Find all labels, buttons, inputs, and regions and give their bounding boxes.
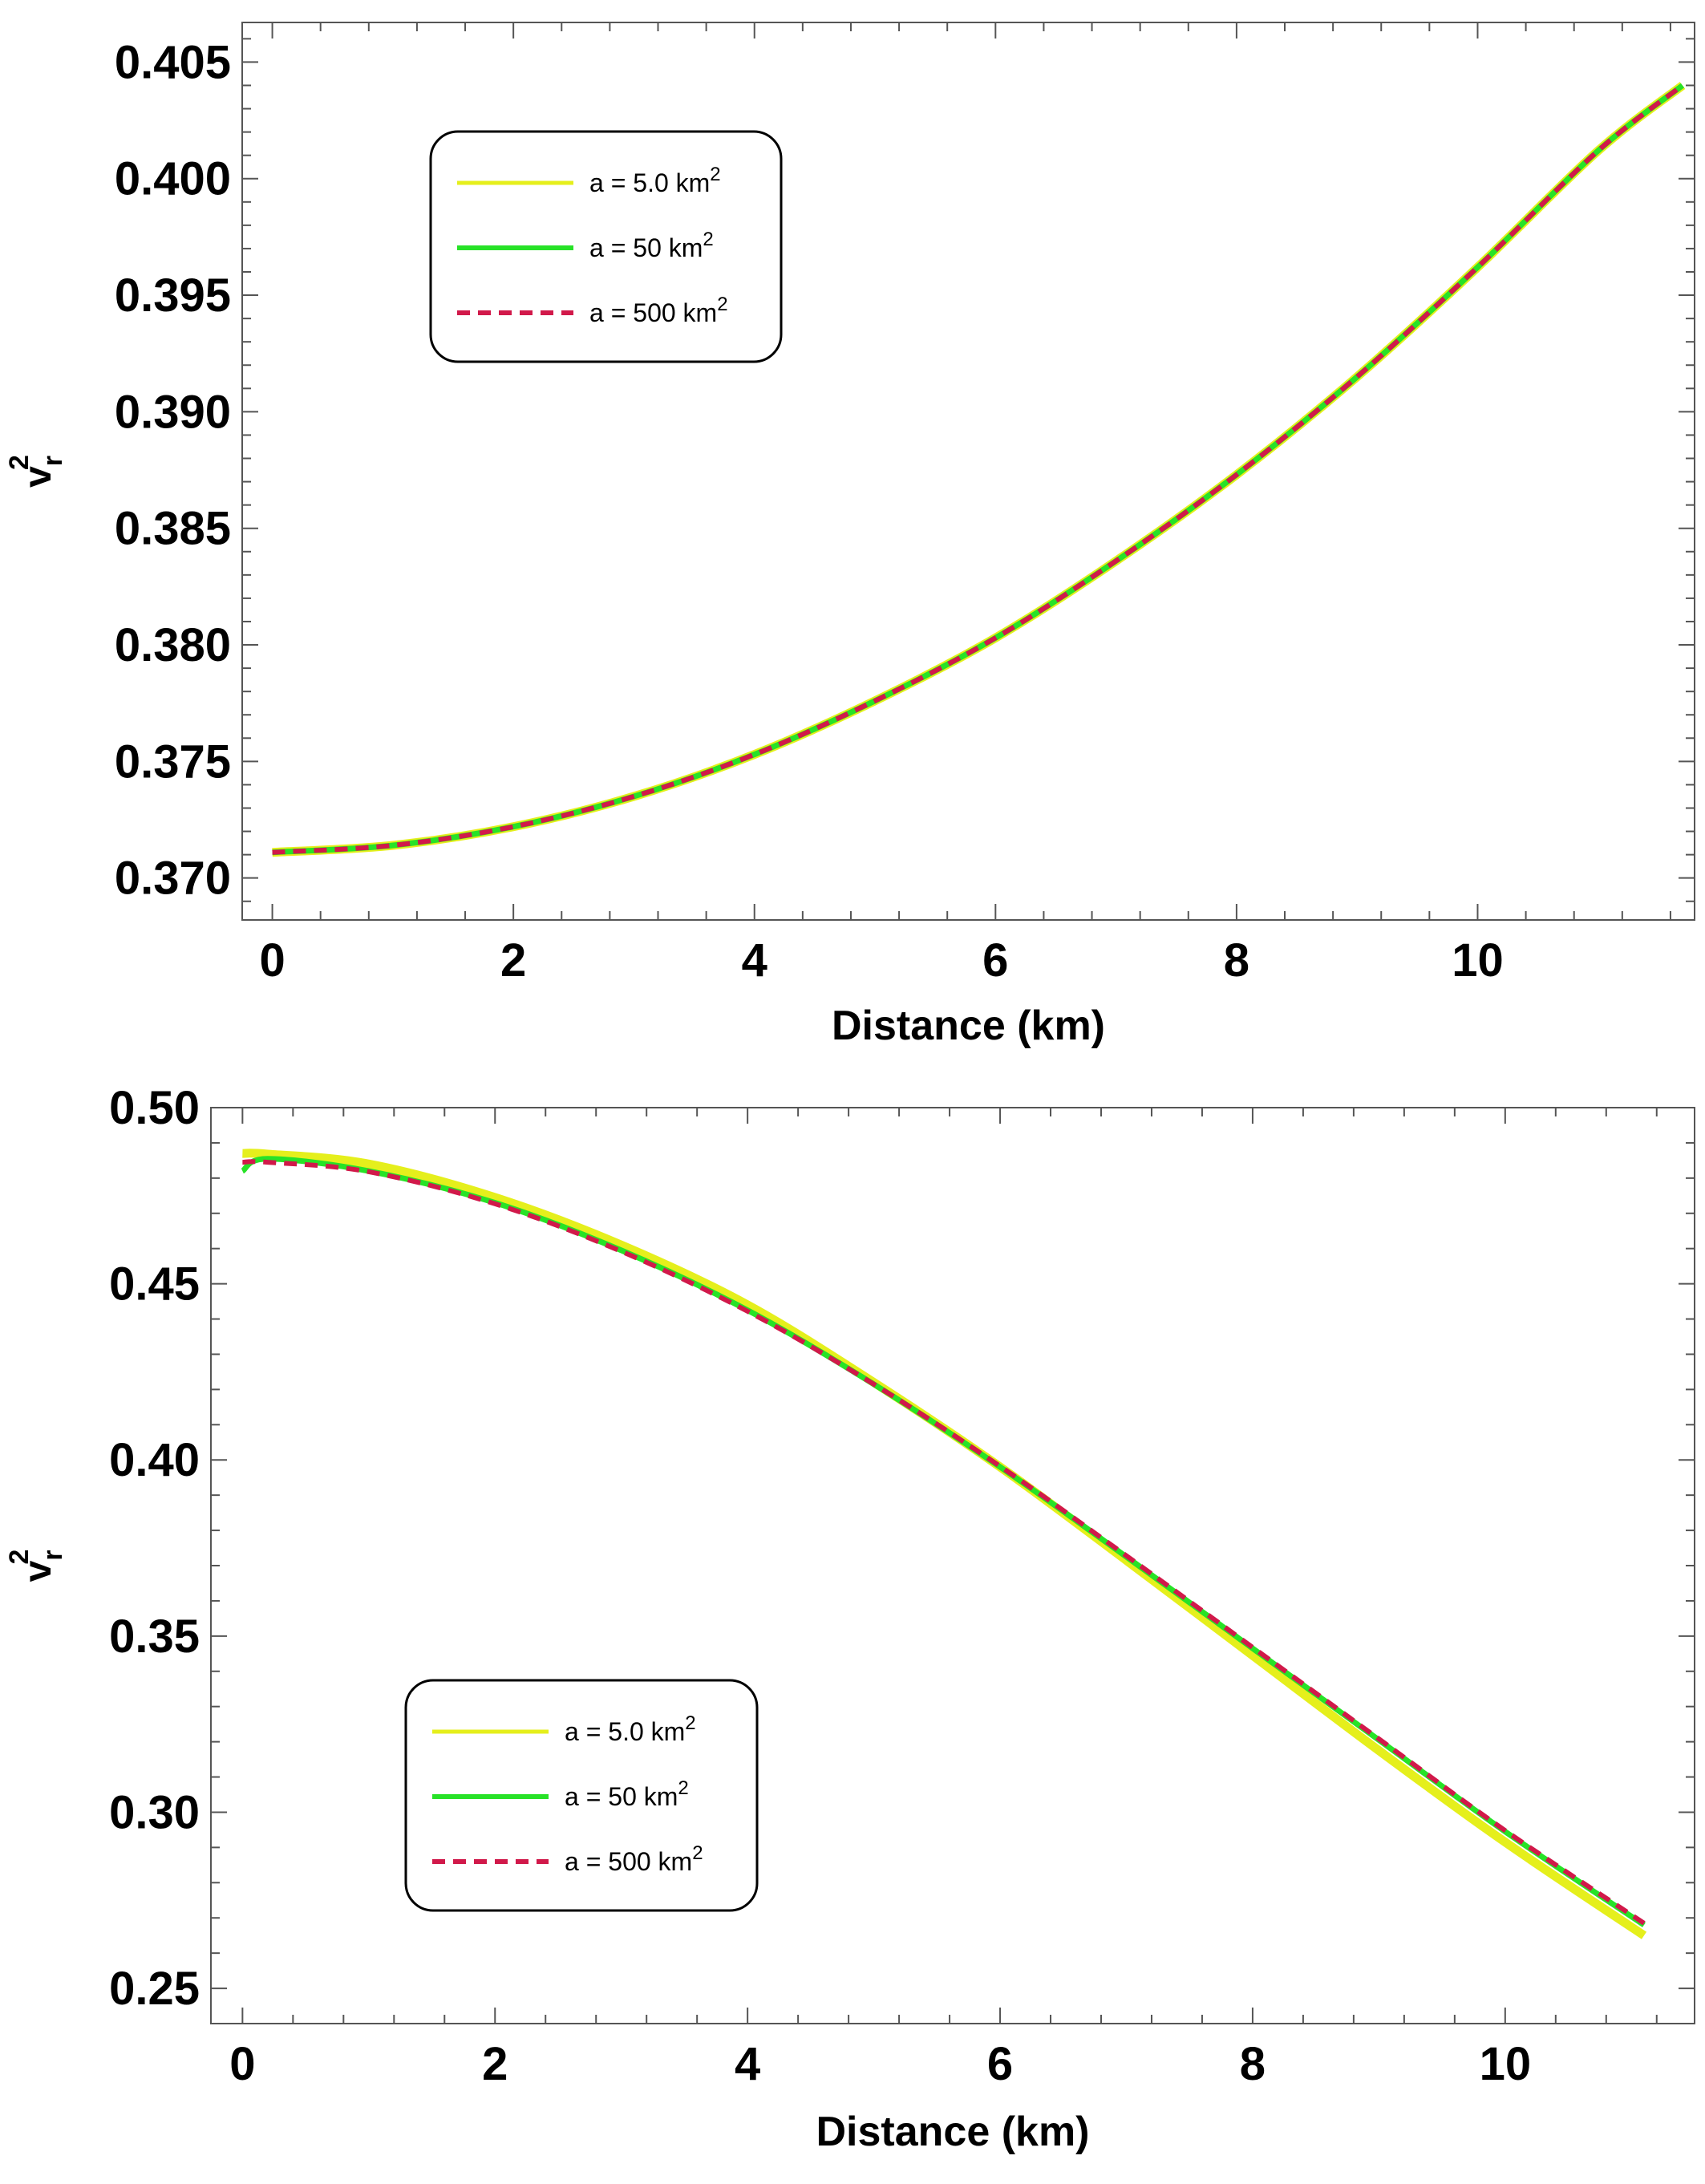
x-tick-label: 0 [229,2038,255,2090]
y-tick-label: 0.50 [109,1082,200,1134]
y-axis-title-subscript: r [38,456,68,466]
y-tick-label: 0.395 [115,269,231,322]
x-tick-label: 6 [987,2038,1013,2090]
legend-box [404,1679,759,1912]
legend-label-3: a = 500 km2 [589,294,728,327]
y-tick-label: 0.375 [115,735,231,788]
legend-label-2: a = 50 km2 [565,1777,689,1811]
legend-label-text: a = 50 km [589,233,703,262]
legend-label-text: a = 50 km [565,1782,678,1811]
y-axis-title: vr2 [4,455,68,488]
legend-label-text: a = 5.0 km [589,168,710,197]
x-tick-label: 0 [259,934,285,987]
y-tick-label: 0.405 [115,36,231,88]
y-tick-label: 0.25 [109,1963,200,2015]
x-axis-title: Distance (km) [832,1003,1105,1049]
x-tick-label: 8 [1224,934,1249,987]
y-axis-title: vr2 [4,1550,68,1582]
y-tick-label: 0.45 [109,1258,200,1311]
legend-label-superscript: 2 [703,229,713,250]
legend-label-text: a = 5.0 km [565,1717,685,1746]
legend-label-superscript: 2 [678,1777,688,1799]
x-tick-label: 8 [1240,2038,1266,2090]
legend-label-text: a = 500 km [565,1847,692,1876]
x-axis-title: Distance (km) [816,2109,1090,2155]
legend-label-superscript: 2 [692,1842,703,1864]
y-tick-label: 0.400 [115,153,231,205]
y-axis-title-superscript: 2 [4,455,34,470]
x-tick-label: 4 [735,2038,760,2090]
legend-label-text: a = 500 km [589,298,717,327]
y-tick-label: 0.370 [115,853,231,905]
y-axis-title-subscript: r [38,1550,68,1560]
x-tick-label: 10 [1452,934,1504,987]
x-tick-label: 6 [982,934,1008,987]
y-axis-title-superscript: 2 [4,1550,34,1565]
x-tick-label: 4 [742,934,767,987]
series-line-2 [241,1156,1646,1927]
plot-frame [241,22,1695,921]
x-tick-label: 10 [1480,2038,1532,2090]
y-axis-title-base: v [17,1560,59,1582]
legend-box [429,130,783,363]
legend-label-superscript: 2 [710,164,720,185]
series-line-3 [272,83,1684,855]
legend-label-superscript: 2 [717,294,727,315]
y-tick-label: 0.30 [109,1786,200,1838]
y-tick-label: 0.380 [115,619,231,671]
legend-label-3: a = 500 km2 [565,1842,703,1876]
x-tick-label: 2 [500,934,526,987]
legend-label-1: a = 5.0 km2 [565,1712,696,1746]
legend-label-2: a = 50 km2 [589,229,714,262]
legend-label-1: a = 5.0 km2 [589,164,721,197]
y-tick-label: 0.385 [115,503,231,555]
chart-panel-1: 0 2 4 6 8 10 0.370 0.375 0.380 0.385 0.390 0.395 0.4… [4,22,1695,1049]
legend-label-superscript: 2 [685,1712,695,1734]
y-tick-label: 0.390 [115,386,231,438]
chart-panel-2: 0 2 4 6 8 10 0.25 0.30 0.35 0.40 0.45 0.50 Distance … [4,1082,1695,2155]
y-tick-label: 0.40 [109,1434,200,1486]
y-tick-label: 0.35 [109,1611,200,1663]
x-tick-label: 2 [482,2038,508,2090]
y-axis-title-base: v [17,466,59,488]
